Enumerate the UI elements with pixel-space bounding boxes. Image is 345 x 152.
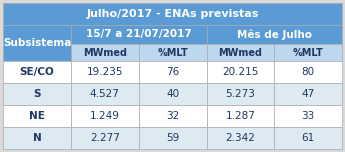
Bar (3, 83, 71, 105)
Text: 20.215: 20.215 (222, 67, 258, 77)
Text: 76: 76 (166, 67, 179, 77)
Bar (71, 105, 139, 127)
Bar (274, 44, 342, 61)
Text: S: S (33, 89, 41, 99)
Text: 15/7 a 21/07/2017: 15/7 a 21/07/2017 (86, 29, 191, 40)
Bar (274, 127, 342, 149)
Text: Mês de Julho: Mês de Julho (237, 29, 312, 40)
Text: 32: 32 (166, 111, 179, 121)
Bar (3, 3, 342, 25)
Bar (3, 61, 71, 83)
Text: NE: NE (29, 111, 45, 121)
Text: 40: 40 (166, 89, 179, 99)
Bar (139, 127, 207, 149)
Bar (71, 44, 139, 61)
Bar (274, 61, 342, 83)
Text: 5.273: 5.273 (225, 89, 255, 99)
Text: 4.527: 4.527 (90, 89, 120, 99)
Text: 2.342: 2.342 (225, 133, 255, 143)
Text: N: N (33, 133, 41, 143)
Text: Julho/2017 - ENAs previstas: Julho/2017 - ENAs previstas (86, 9, 259, 19)
Bar (274, 83, 342, 105)
Text: %MLT: %MLT (293, 47, 324, 57)
Bar (207, 44, 274, 61)
Text: 1.249: 1.249 (90, 111, 120, 121)
Text: SE/CO: SE/CO (20, 67, 55, 77)
Text: 33: 33 (302, 111, 315, 121)
Bar (3, 127, 71, 149)
Text: MWmed: MWmed (83, 47, 127, 57)
Text: %MLT: %MLT (157, 47, 188, 57)
Bar (139, 44, 207, 61)
Bar (71, 83, 139, 105)
Bar (3, 25, 71, 61)
Text: 47: 47 (302, 89, 315, 99)
Text: 1.287: 1.287 (225, 111, 255, 121)
Text: 2.277: 2.277 (90, 133, 120, 143)
Bar (71, 61, 139, 83)
Bar (139, 105, 207, 127)
Bar (3, 105, 71, 127)
Bar (207, 127, 274, 149)
Text: 61: 61 (302, 133, 315, 143)
Bar (139, 83, 207, 105)
Text: Subsistema: Subsistema (3, 38, 71, 48)
Bar (207, 61, 274, 83)
Bar (207, 105, 274, 127)
Bar (207, 25, 342, 44)
Text: 80: 80 (302, 67, 315, 77)
Bar (207, 83, 274, 105)
Bar (139, 61, 207, 83)
Text: MWmed: MWmed (218, 47, 263, 57)
Bar (274, 105, 342, 127)
Text: 59: 59 (166, 133, 179, 143)
Text: 19.235: 19.235 (87, 67, 123, 77)
Bar (71, 25, 207, 44)
Bar (71, 127, 139, 149)
